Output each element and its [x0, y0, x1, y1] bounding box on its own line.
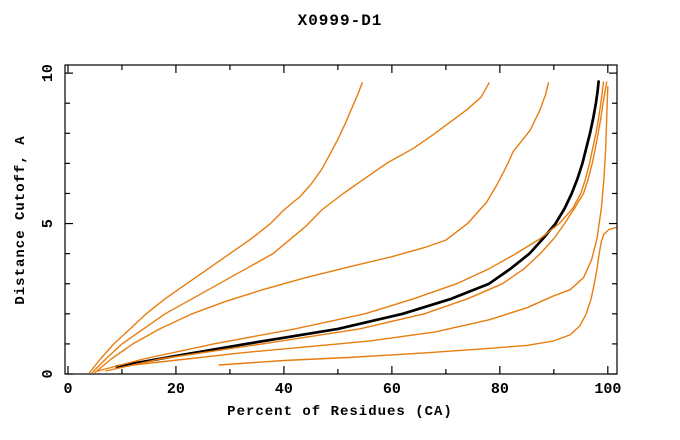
x-tick-label: 100 — [594, 381, 621, 398]
curve-orange-curve-5 — [105, 81, 608, 372]
ticks-group — [65, 65, 617, 375]
x-tick-label: 80 — [491, 381, 509, 398]
curve-orange-curve-7 — [218, 226, 617, 366]
curve-orange-curve-4 — [96, 81, 605, 372]
curve-black-curve — [115, 80, 600, 368]
curve-orange-curve-1 — [88, 82, 363, 374]
x-tick-label: 40 — [275, 381, 293, 398]
x-tick-label: 60 — [383, 381, 401, 398]
curves-group — [88, 80, 617, 374]
curve-orange-curve-6 — [132, 85, 609, 366]
y-tick-label: 5 — [40, 219, 57, 228]
y-tick-label: 0 — [40, 369, 57, 378]
plot-title: X0999-D1 — [297, 12, 383, 30]
curve-orange-curve-2 — [91, 82, 490, 374]
y-tick-label: 10 — [40, 64, 57, 82]
plot-border — [64, 64, 618, 375]
x-tick-label: 0 — [63, 381, 72, 398]
x-tick-label: 20 — [167, 381, 185, 398]
x-axis-label: Percent of Residues (CA) — [227, 404, 453, 420]
curve-orange-curve-3 — [94, 82, 550, 374]
